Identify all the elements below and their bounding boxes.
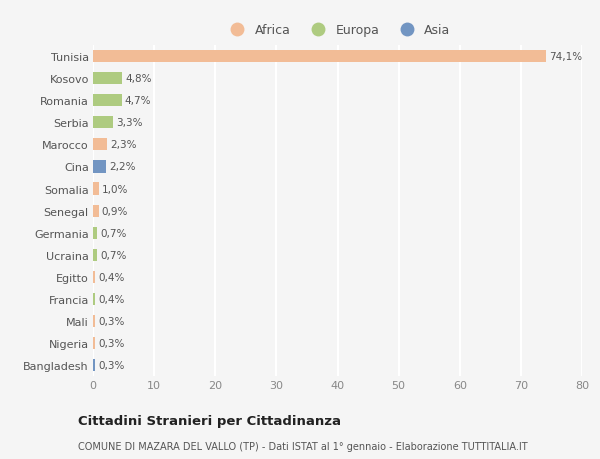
Bar bbox=[93, 227, 97, 239]
Text: 0,7%: 0,7% bbox=[100, 250, 127, 260]
Bar bbox=[93, 359, 95, 371]
Text: 0,3%: 0,3% bbox=[98, 338, 124, 348]
Bar bbox=[93, 271, 95, 283]
Bar bbox=[93, 161, 106, 173]
Bar bbox=[93, 249, 97, 261]
Text: 0,4%: 0,4% bbox=[98, 294, 125, 304]
Text: 74,1%: 74,1% bbox=[549, 52, 582, 62]
Legend: Africa, Europa, Asia: Africa, Europa, Asia bbox=[220, 19, 455, 42]
Text: 1,0%: 1,0% bbox=[102, 184, 128, 194]
Bar bbox=[93, 337, 95, 349]
Text: 0,3%: 0,3% bbox=[98, 360, 124, 370]
Bar bbox=[93, 205, 98, 217]
Text: 3,3%: 3,3% bbox=[116, 118, 143, 128]
Text: 4,7%: 4,7% bbox=[125, 96, 151, 106]
Text: 4,8%: 4,8% bbox=[125, 74, 152, 84]
Bar bbox=[93, 139, 107, 151]
Bar bbox=[93, 51, 546, 63]
Bar bbox=[93, 183, 99, 195]
Bar bbox=[93, 95, 122, 107]
Bar bbox=[93, 293, 95, 305]
Text: 0,4%: 0,4% bbox=[98, 272, 125, 282]
Text: 2,2%: 2,2% bbox=[110, 162, 136, 172]
Text: 0,9%: 0,9% bbox=[101, 206, 128, 216]
Text: 0,7%: 0,7% bbox=[100, 228, 127, 238]
Text: COMUNE DI MAZARA DEL VALLO (TP) - Dati ISTAT al 1° gennaio - Elaborazione TUTTIT: COMUNE DI MAZARA DEL VALLO (TP) - Dati I… bbox=[78, 441, 527, 451]
Text: 2,3%: 2,3% bbox=[110, 140, 137, 150]
Bar bbox=[93, 73, 122, 85]
Bar bbox=[93, 315, 95, 327]
Bar bbox=[93, 117, 113, 129]
Text: 0,3%: 0,3% bbox=[98, 316, 124, 326]
Text: Cittadini Stranieri per Cittadinanza: Cittadini Stranieri per Cittadinanza bbox=[78, 414, 341, 428]
